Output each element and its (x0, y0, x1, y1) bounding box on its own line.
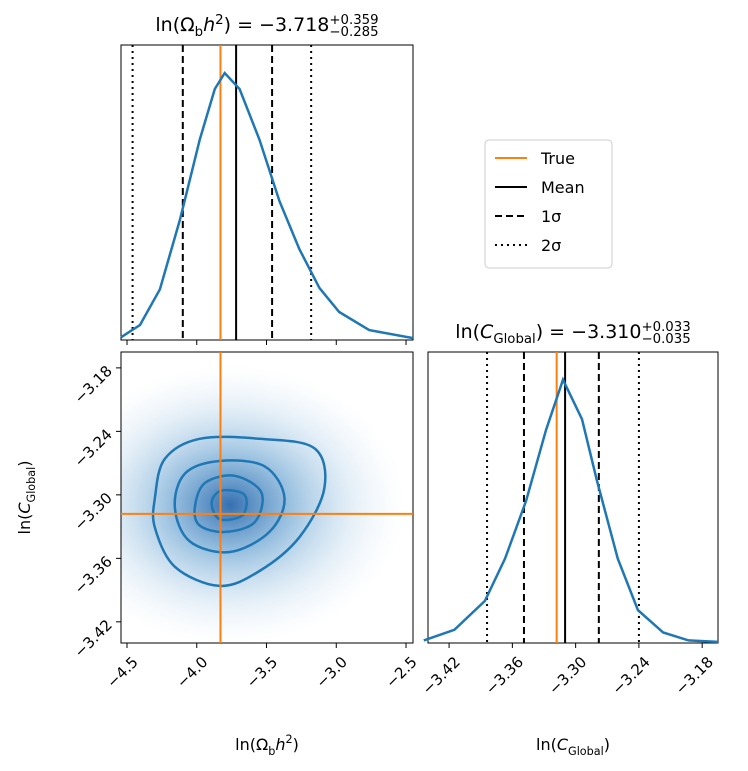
text-part: ln( (455, 321, 480, 343)
text-part: −0.035 (641, 332, 690, 347)
histogram (120, 70, 414, 340)
x-axis-label: ln(CGlobal) (536, 735, 610, 758)
text-part: C (15, 502, 34, 514)
legend-label: True (540, 149, 575, 168)
text-part: −0.285 (329, 25, 378, 40)
y-tick-label: −3.36 (71, 552, 116, 597)
text-part: 2 (215, 13, 223, 28)
text-part: 2 (285, 733, 292, 746)
x-tick-label: −3.0 (313, 653, 351, 691)
text-part: Global (493, 332, 535, 347)
text-part: ln(Ω (235, 735, 268, 754)
text-part: ) = −3.718 (224, 14, 330, 36)
x-tick-label: −3.42 (419, 653, 464, 698)
text-part: h (275, 735, 285, 754)
text-part: C (557, 735, 569, 754)
text-part: h (203, 14, 215, 36)
text-part: +0.359 (329, 13, 378, 28)
panel-frame (120, 44, 414, 341)
text-part: ) (15, 461, 34, 467)
panel-title: ln(Ωbh2) = −3.718+0.359 −0.285 (155, 13, 378, 40)
x-tick-label: −3.5 (243, 653, 281, 691)
x-tick-label: −3.18 (672, 653, 717, 698)
contour (173, 459, 286, 554)
text-part: ln( (536, 735, 557, 754)
text-part: C (480, 321, 494, 343)
y-tick-label: −3.18 (71, 362, 116, 407)
panel-frame (427, 351, 719, 644)
text-part: Global (568, 745, 604, 758)
layer: ln(Ωbh2) = −3.718+0.359 −0.285ln(CGlobal)… (15, 13, 719, 758)
text-part: Global (25, 467, 38, 503)
x-tick-label: −4.0 (173, 653, 211, 691)
x-tick-label: −3.30 (545, 653, 590, 698)
y-axis-label: ln(CGlobal) (15, 461, 38, 535)
text-part: +0.033 (641, 320, 690, 335)
y-tick-label: −3.30 (71, 489, 116, 534)
y-tick-label: −3.42 (71, 616, 116, 661)
histogram (423, 376, 719, 644)
legend-label: Mean (541, 178, 585, 197)
x-tick-label: −3.36 (482, 653, 527, 698)
text-part: ln(Ω (155, 14, 194, 36)
x-tick-label: −4.5 (103, 653, 141, 691)
text-part: b (268, 745, 275, 758)
legend-label: 1σ (541, 207, 561, 226)
text-part: ) = −3.310 (536, 321, 642, 343)
text-part: ) (604, 735, 610, 754)
x-axis-label: ln(Ωbh2) (235, 733, 299, 758)
legend-label: 2σ (541, 236, 561, 255)
y-tick-label: −3.24 (71, 425, 116, 470)
text-part: ln( (15, 514, 34, 535)
x-tick-label: −3.24 (608, 653, 653, 698)
text-part: b (195, 25, 203, 40)
x-tick-label: −2.5 (382, 653, 420, 691)
contour (193, 474, 264, 534)
legend-box (484, 139, 613, 269)
panel-title: ln(CGlobal) = −3.310+0.033 −0.035 (455, 320, 690, 347)
text-part: ) (293, 735, 299, 754)
